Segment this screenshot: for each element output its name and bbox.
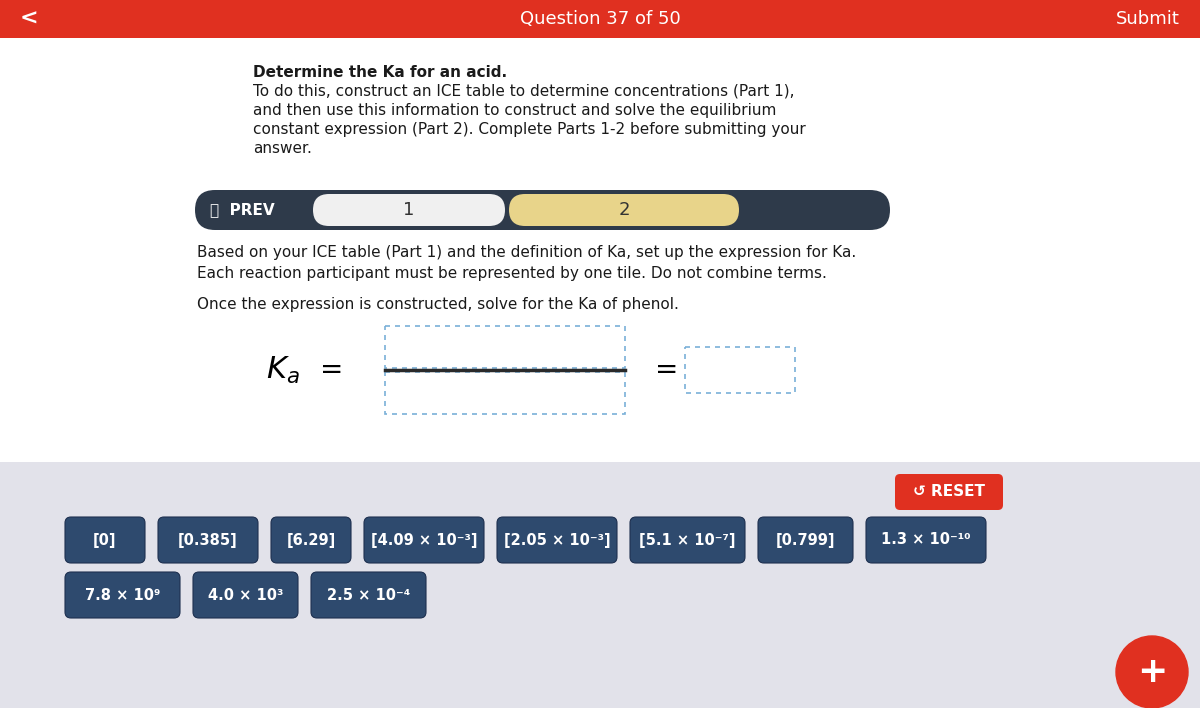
- FancyBboxPatch shape: [0, 462, 1200, 708]
- Text: [5.1 × 10⁻⁷]: [5.1 × 10⁻⁷]: [640, 532, 736, 547]
- FancyBboxPatch shape: [364, 517, 484, 563]
- FancyBboxPatch shape: [65, 517, 145, 563]
- Text: [0]: [0]: [94, 532, 116, 547]
- FancyBboxPatch shape: [271, 517, 352, 563]
- Text: [0.799]: [0.799]: [775, 532, 835, 547]
- Text: 2: 2: [618, 201, 630, 219]
- FancyBboxPatch shape: [497, 517, 617, 563]
- Text: Determine the Ka for an acid.: Determine the Ka for an acid.: [253, 65, 508, 80]
- Text: Once the expression is constructed, solve for the Ka of phenol.: Once the expression is constructed, solv…: [197, 297, 679, 312]
- FancyBboxPatch shape: [158, 517, 258, 563]
- Text: [0.385]: [0.385]: [178, 532, 238, 547]
- Text: answer.: answer.: [253, 141, 312, 156]
- Text: constant expression (Part 2). Complete Parts 1-2 before submitting your: constant expression (Part 2). Complete P…: [253, 122, 805, 137]
- Text: and then use this information to construct and solve the equilibrium: and then use this information to constru…: [253, 103, 776, 118]
- Text: +: +: [1136, 655, 1168, 689]
- FancyBboxPatch shape: [65, 572, 180, 618]
- Text: 〈  PREV: 〈 PREV: [210, 202, 275, 217]
- FancyBboxPatch shape: [685, 347, 796, 393]
- FancyBboxPatch shape: [311, 572, 426, 618]
- FancyBboxPatch shape: [385, 372, 625, 414]
- Text: [2.05 × 10⁻³]: [2.05 × 10⁻³]: [504, 532, 611, 547]
- Text: =: =: [655, 356, 678, 384]
- Text: 2.5 × 10⁻⁴: 2.5 × 10⁻⁴: [326, 588, 410, 603]
- FancyBboxPatch shape: [758, 517, 853, 563]
- Text: Each reaction participant must be represented by one tile. Do not combine terms.: Each reaction participant must be repres…: [197, 266, 827, 281]
- FancyBboxPatch shape: [509, 194, 739, 226]
- FancyBboxPatch shape: [0, 0, 1200, 38]
- Text: [4.09 × 10⁻³]: [4.09 × 10⁻³]: [371, 532, 478, 547]
- FancyBboxPatch shape: [630, 517, 745, 563]
- FancyBboxPatch shape: [194, 190, 890, 230]
- Text: 1: 1: [403, 201, 415, 219]
- Circle shape: [1116, 636, 1188, 708]
- Text: 1.3 × 10⁻¹⁰: 1.3 × 10⁻¹⁰: [881, 532, 971, 547]
- Text: ↺ RESET: ↺ RESET: [913, 484, 985, 500]
- Text: [6.29]: [6.29]: [287, 532, 336, 547]
- Text: 7.8 × 10⁹: 7.8 × 10⁹: [85, 588, 160, 603]
- Text: To do this, construct an ICE table to determine concentrations (Part 1),: To do this, construct an ICE table to de…: [253, 84, 794, 99]
- FancyBboxPatch shape: [0, 38, 1200, 462]
- Text: $K_a$: $K_a$: [266, 355, 300, 386]
- FancyBboxPatch shape: [866, 517, 986, 563]
- Text: Submit: Submit: [1116, 10, 1180, 28]
- Text: <: <: [20, 9, 38, 29]
- FancyBboxPatch shape: [193, 572, 298, 618]
- FancyBboxPatch shape: [895, 474, 1003, 510]
- Text: 4.0 × 10³: 4.0 × 10³: [208, 588, 283, 603]
- FancyBboxPatch shape: [385, 326, 625, 368]
- FancyBboxPatch shape: [313, 194, 505, 226]
- Text: =: =: [320, 356, 343, 384]
- Text: Based on your ICE table (Part 1) and the definition of Ka, set up the expression: Based on your ICE table (Part 1) and the…: [197, 245, 857, 260]
- Text: Question 37 of 50: Question 37 of 50: [520, 10, 680, 28]
